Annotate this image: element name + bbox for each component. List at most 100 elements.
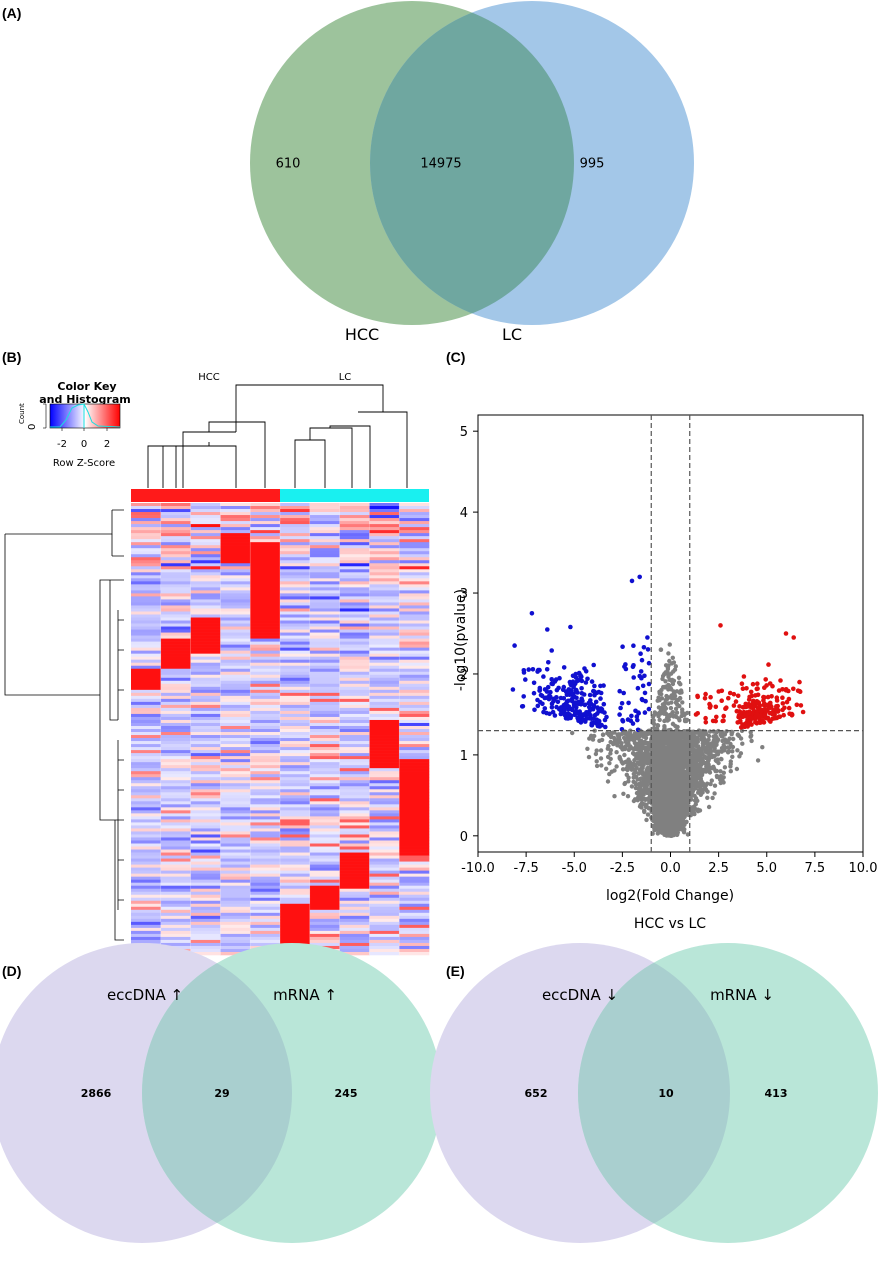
heatmap-cell (160, 771, 191, 775)
volcano-point-ns (714, 730, 719, 735)
volcano-point-ns (653, 801, 658, 807)
volcano-point-ns (704, 745, 709, 751)
heatmap-cell (309, 572, 340, 576)
heatmap-cell (309, 635, 340, 639)
heatmap-cell (190, 719, 221, 724)
heatmap-cell (280, 918, 311, 923)
heatmap-cell (190, 891, 221, 896)
heatmap-cell (280, 849, 311, 853)
heatmap-cell (399, 906, 430, 911)
volcano-point-down (586, 700, 591, 706)
heatmap-cell (190, 656, 221, 660)
heatmap-cell (280, 741, 311, 745)
heatmap-cell (280, 858, 311, 862)
heatmap-cell (250, 876, 281, 880)
color-key-histogram (50, 403, 121, 428)
volcano-point-ns (665, 773, 670, 779)
heatmap-cell (339, 668, 370, 673)
heatmap-cell (160, 813, 191, 817)
heatmap-cell (339, 930, 370, 935)
heatmap-cell (309, 509, 340, 513)
heatmap-cell (309, 837, 340, 841)
volcano-point-down (619, 701, 625, 706)
heatmap-cell (190, 840, 221, 844)
heatmap-cell (399, 759, 430, 763)
heatmap-cell (250, 524, 281, 528)
heatmap-cell (280, 738, 311, 742)
heatmap-cell (131, 686, 162, 691)
heatmap-cell (160, 581, 191, 585)
heatmap-cell (280, 762, 311, 766)
heatmap-cell (160, 623, 191, 627)
heatmap-cell (131, 897, 162, 902)
color-key-count-label: Count (18, 403, 26, 424)
heatmap-cell (160, 635, 191, 639)
volcano-point-ns (607, 761, 612, 766)
heatmap-cell (309, 587, 340, 591)
heatmap-cell (339, 861, 370, 865)
heatmap-cell (309, 668, 340, 673)
volcano-point-ns (673, 664, 678, 669)
volcano-point-ns (633, 762, 638, 768)
heatmap-cell (160, 822, 191, 826)
heatmap-cell (190, 738, 221, 742)
heatmap-cell (399, 762, 430, 766)
heatmap-cell (131, 506, 162, 510)
heatmap-cell (339, 852, 370, 856)
heatmap-cell (399, 876, 430, 880)
heatmap-cell (369, 530, 400, 534)
heatmap-cell (399, 765, 430, 769)
group-bar-hcc (131, 489, 280, 502)
heatmap-cell (339, 879, 370, 883)
heatmap-cell (131, 599, 162, 603)
heatmap-cell (160, 614, 191, 618)
heatmap-cell (220, 906, 251, 911)
heatmap-cell (280, 629, 311, 633)
heatmap-cell (369, 566, 400, 570)
heatmap-cell (220, 948, 251, 953)
heatmap-cell (190, 689, 221, 694)
heatmap-cell (369, 777, 400, 781)
heatmap-cell (220, 524, 251, 528)
volcano-point-ns (680, 700, 685, 705)
heatmap-cell (160, 861, 191, 865)
heatmap-cell (131, 659, 162, 663)
heatmap-cell (190, 572, 221, 576)
heatmap-cell (220, 617, 251, 621)
volcano-point-ns (657, 757, 662, 762)
heatmap-cell (160, 888, 191, 893)
heatmap-cell (250, 704, 281, 709)
volcano-point-ns (634, 752, 639, 757)
volcano-point-down (628, 718, 634, 723)
volcano-point-ns (667, 642, 672, 647)
heatmap-cell (250, 732, 281, 736)
heatmap-cell (220, 939, 251, 944)
volcano-point-ns (700, 769, 706, 775)
heatmap-cell (309, 906, 340, 911)
heatmap-cell (280, 674, 311, 679)
heatmap-cell (131, 825, 162, 829)
heatmap-cell (280, 521, 311, 525)
volcano-point-ns (641, 792, 646, 797)
volcano-point-down (537, 685, 543, 691)
heatmap-cell (220, 527, 251, 531)
volcano-point-ns (611, 741, 616, 747)
heatmap-cell (369, 843, 400, 847)
heatmap-cell (250, 668, 281, 673)
heatmap-cell (339, 828, 370, 832)
heatmap-cell (280, 551, 311, 555)
volcano-point-ns (671, 750, 677, 755)
heatmap-cell (220, 644, 251, 648)
heatmap-cell (399, 596, 430, 600)
heatmap-cell (131, 858, 162, 862)
heatmap-cell (339, 542, 370, 546)
heatmap-cell (399, 735, 430, 739)
heatmap-cell (131, 900, 162, 905)
heatmap-cell (280, 891, 311, 896)
volcano-point-ns (680, 770, 686, 775)
heatmap-cell (190, 870, 221, 874)
heatmap-cell (220, 593, 251, 597)
heatmap-cell (339, 674, 370, 679)
heatmap-cell (309, 515, 340, 519)
